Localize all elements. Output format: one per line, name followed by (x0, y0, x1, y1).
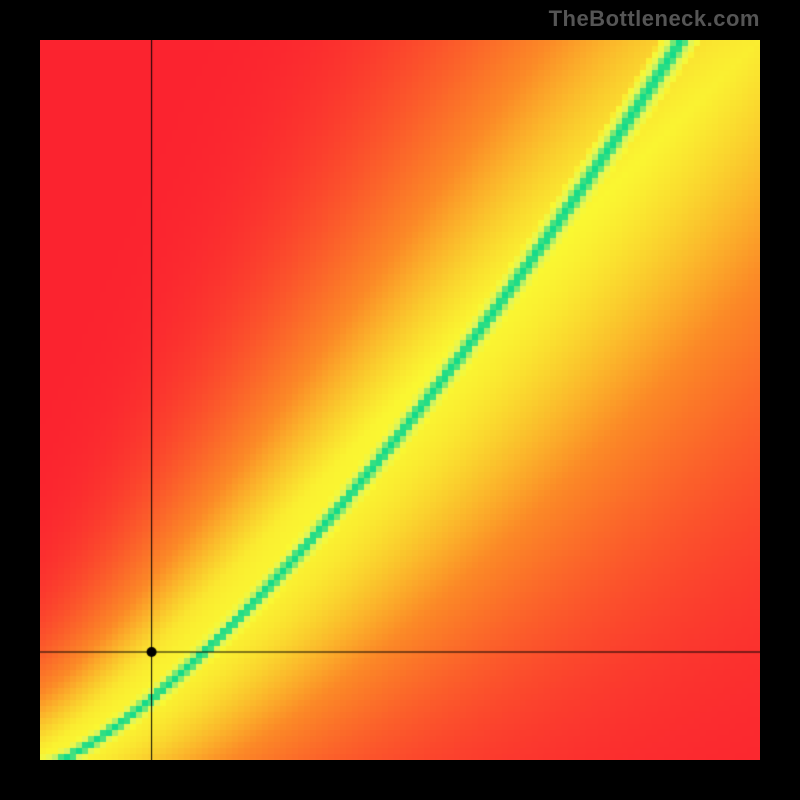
chart-container: TheBottleneck.com (0, 0, 800, 800)
bottleneck-heatmap (40, 40, 760, 760)
watermark-text: TheBottleneck.com (549, 6, 760, 32)
